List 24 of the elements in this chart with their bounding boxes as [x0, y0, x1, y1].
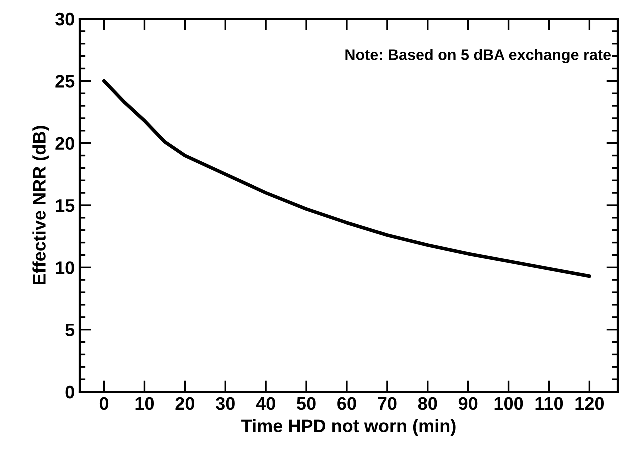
x-tick-label: 110: [536, 397, 564, 410]
x-tick-label: 80: [418, 397, 438, 410]
y-tick-label: 5: [66, 324, 75, 337]
x-tick-label: 100: [494, 397, 524, 410]
y-tick-label: 20: [56, 137, 74, 150]
annotation: Note: Based on 5 dBA exchange rate: [346, 49, 612, 64]
x-axis-title: Time HPD not worn (min): [242, 419, 456, 436]
x-tick-label: 20: [176, 397, 194, 410]
x-tick-label: 50: [297, 397, 316, 410]
y-axis-title: Effective NRR (dB): [32, 126, 50, 285]
x-tick-label: 0: [100, 397, 109, 410]
x-tick-label: 40: [256, 397, 276, 410]
y-tick-label: 0: [66, 386, 74, 399]
y-tick-label: 15: [56, 200, 75, 212]
x-tick-label: 70: [378, 397, 397, 410]
x-tick-label: 60: [338, 397, 356, 410]
line-series: [102, 79, 592, 278]
y-tick-label: 10: [56, 262, 74, 274]
x-tick-label: 90: [458, 397, 478, 410]
y-tick-label: 30: [55, 12, 74, 26]
x-tick-label: 30: [216, 397, 235, 410]
x-tick-label: 120: [576, 397, 604, 410]
x-tick-label: 10: [136, 397, 154, 410]
y-tick-label: 25: [56, 75, 75, 88]
